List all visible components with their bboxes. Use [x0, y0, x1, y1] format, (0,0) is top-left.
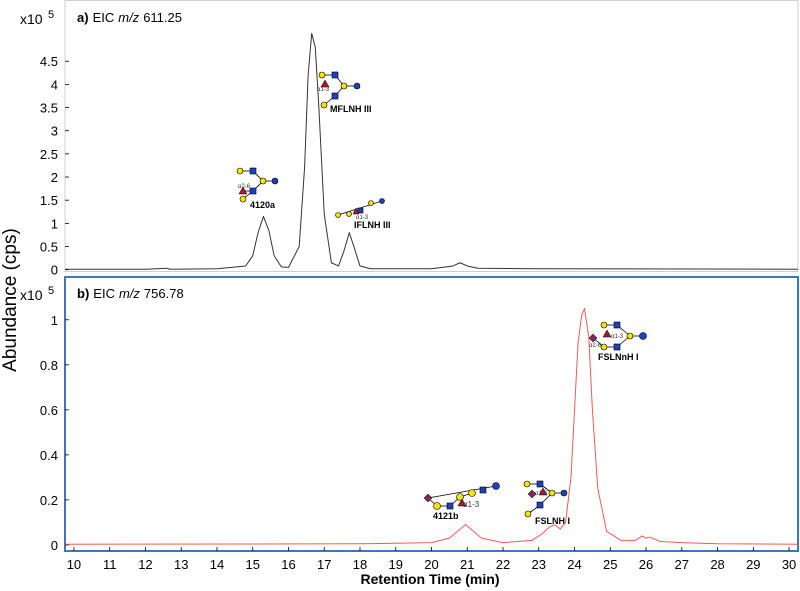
y-tick-label: 0.8: [40, 358, 58, 373]
panel-a-frame: [64, 0, 799, 272]
x-tick-label: 17: [317, 557, 331, 572]
y-axis-label: Abundance (cps): [0, 228, 21, 372]
x-tick-label: 22: [496, 557, 510, 572]
x-tick-label: 14: [210, 557, 224, 572]
x-tick-label: 27: [675, 557, 689, 572]
y-tick-label: 0.6: [40, 403, 58, 418]
x-tick-label: 11: [103, 557, 117, 572]
x-tick-label: 26: [639, 557, 653, 572]
glycan-fslnnh-i: [588, 321, 647, 351]
y-multiplier: x10: [20, 287, 43, 303]
trace: [65, 32, 799, 270]
title-part: EIC: [93, 286, 115, 301]
y-tick-label: 4: [51, 77, 58, 92]
annotation: IFLNH III: [354, 220, 391, 230]
x-tick-label: 21: [460, 557, 474, 572]
title-part: 611.25: [143, 10, 182, 25]
x-tick-label: 24: [567, 557, 581, 572]
title-part: EIC: [93, 10, 115, 25]
y-tick-label: 1: [51, 216, 58, 231]
annotation: 4120a: [250, 200, 276, 210]
y-multiplier: x10: [20, 11, 43, 27]
glycan-4121b: [423, 482, 500, 510]
x-axis-label: Retention Time (min): [361, 571, 500, 587]
annotation: FSLNnH I: [598, 352, 639, 362]
glycan-mflnh-iii: [318, 71, 361, 109]
title-part: 756.78: [144, 286, 184, 301]
x-tick-label: 20: [424, 557, 438, 572]
linkage-label: α2-6: [589, 343, 602, 349]
annotation: 4121b: [433, 511, 459, 521]
title-part: m/z: [119, 286, 140, 301]
x-tick-label: 25: [603, 557, 617, 572]
x-tick-label: 28: [710, 557, 724, 572]
annotation: FSLNH I: [535, 516, 570, 526]
y-tick-label: 2.5: [40, 147, 58, 162]
y-tick-label: 0: [51, 538, 58, 553]
y-tick-label: 4.5: [40, 54, 58, 69]
linkage-label: α1-3: [535, 491, 548, 497]
trace: [64, 308, 799, 545]
linkage-label: α2-6: [238, 184, 251, 190]
title-part: b): [77, 286, 89, 301]
glycan-4120a: [236, 167, 279, 203]
glycan-fslnh-i: [523, 480, 568, 518]
title-part: a): [77, 10, 89, 25]
y-tick-label: 1.5: [40, 193, 58, 208]
y-tick-label: 0: [51, 263, 58, 278]
linkage-label: α1-3: [463, 500, 480, 509]
x-tick-label: 13: [174, 557, 188, 572]
x-tick-label: 10: [67, 557, 81, 572]
x-tick-label: 18: [353, 557, 367, 572]
annotation: MFLNH III: [330, 104, 372, 114]
linkage-label: α1-3: [356, 215, 369, 221]
y-tick-label: 3.5: [40, 101, 58, 116]
x-tick-label: 15: [245, 557, 259, 572]
y-tick-label: 0.5: [40, 240, 58, 255]
x-tick-label: 29: [746, 557, 760, 572]
y-multiplier-exponent: 5: [48, 285, 54, 297]
y-tick-label: 2: [51, 170, 58, 185]
panel-b-frame: [64, 276, 799, 552]
y-tick-label: 1: [51, 313, 58, 328]
panel-title: b) EIC m/z 756.78: [77, 286, 184, 301]
glycan-iflnh-iii: [335, 198, 385, 218]
panel-title: a) EIC m/z 611.25: [77, 10, 182, 25]
y-tick-label: 0.2: [40, 493, 58, 508]
x-tick-label: 16: [281, 557, 295, 572]
x-tick-label: 19: [389, 557, 403, 572]
linkage-label: α1-3: [611, 334, 624, 340]
linkage-label: α1-3: [317, 87, 330, 93]
x-tick-label: 30: [782, 557, 796, 572]
x-tick-label: 12: [138, 557, 152, 572]
y-multiplier-exponent: 5: [48, 9, 54, 21]
x-tick-label: 23: [532, 557, 546, 572]
title-part: m/z: [118, 10, 139, 25]
y-tick-label: 3: [51, 124, 58, 139]
y-tick-label: 0.4: [40, 448, 58, 463]
